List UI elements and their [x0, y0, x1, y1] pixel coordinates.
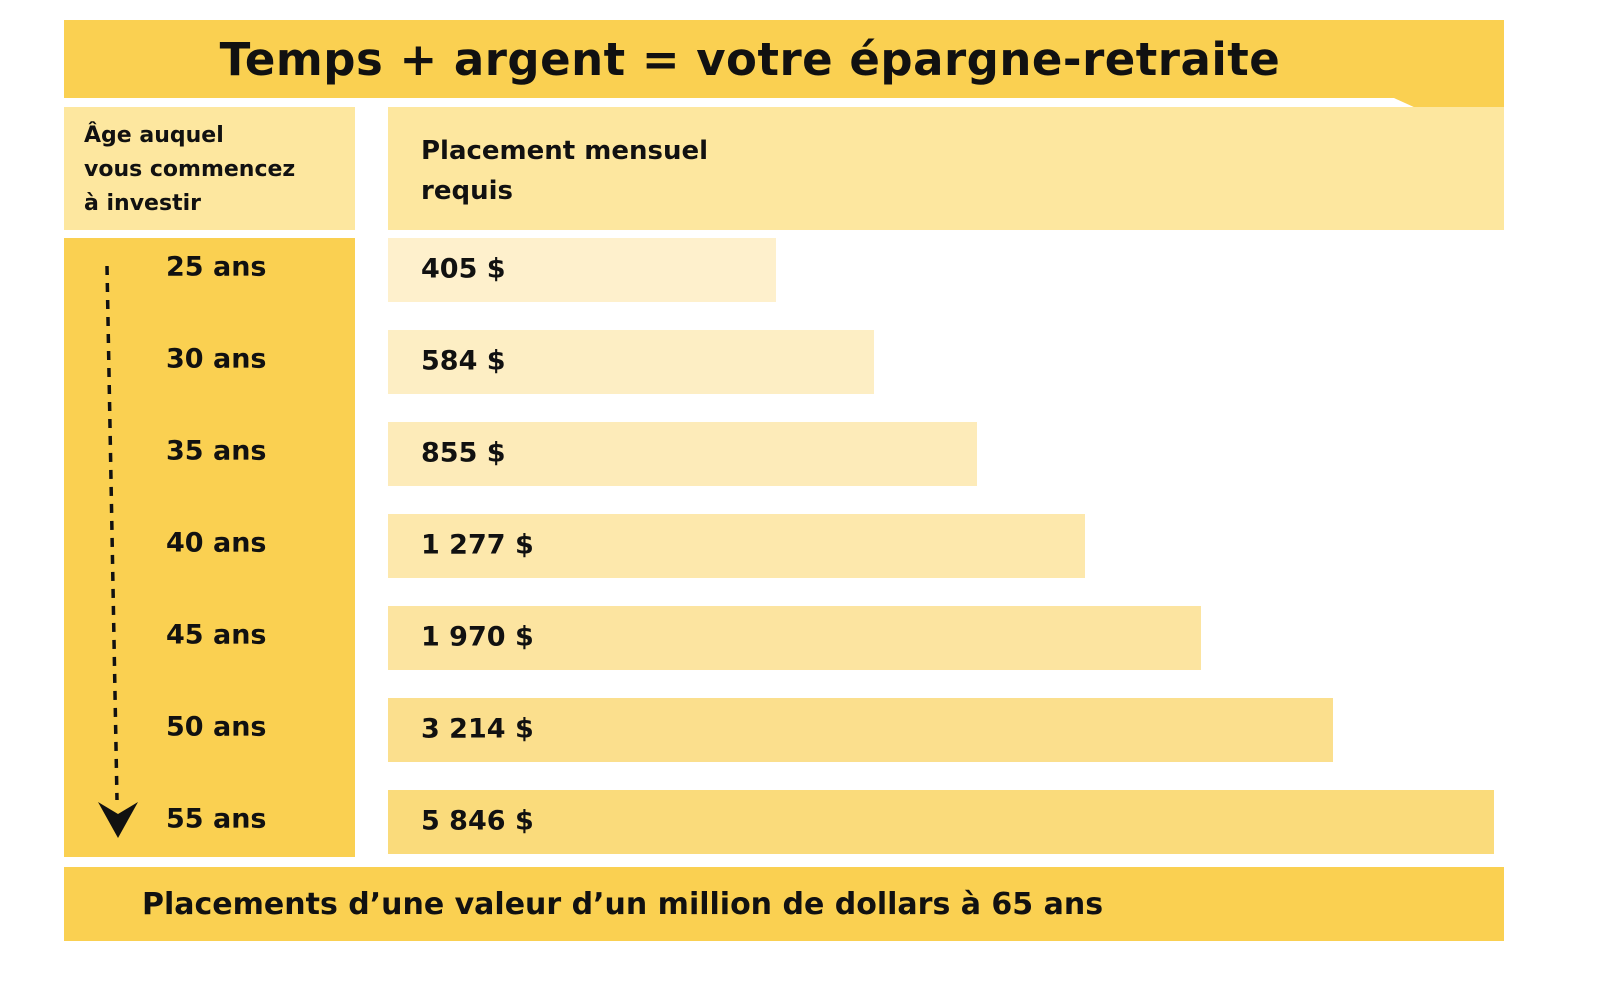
age-header-line: à investir [84, 191, 201, 216]
age-category-label: 35 ans [166, 435, 267, 467]
age-column-header: Âge auquel vous commencez à investir [64, 107, 355, 230]
age-category-label: 50 ans [166, 711, 267, 743]
bar [388, 514, 1085, 578]
bar [388, 238, 776, 302]
title-banner [64, 20, 1504, 98]
age-category-label: 25 ans [166, 251, 267, 283]
bar-value-label: 405 $ [421, 253, 506, 285]
chart-title: Temps + argent = votre épargne-retraite [219, 32, 1281, 86]
amount-header-line: requis [421, 176, 513, 206]
age-column [64, 238, 355, 857]
age-category-label: 45 ans [166, 619, 267, 651]
bar-value-label: 1 277 $ [421, 529, 534, 561]
age-category-label: 40 ans [166, 527, 267, 559]
bar-value-label: 1 970 $ [421, 621, 534, 653]
bar [388, 698, 1334, 762]
age-header-line: vous commencez [84, 157, 296, 182]
amount-header-line: Placement mensuel [421, 136, 709, 166]
bar-value-label: 3 214 $ [421, 713, 534, 745]
amount-column-header: Placement mensuel requis [388, 107, 1504, 230]
bar-value-label: 584 $ [421, 345, 506, 377]
chart-footer: Placements d’une valeur d’un million de … [64, 867, 1504, 941]
bar-value-label: 5 846 $ [421, 805, 534, 837]
bar [388, 330, 875, 394]
bar [388, 790, 1494, 854]
bar [388, 422, 977, 486]
age-category-label: 55 ans [166, 803, 267, 835]
bar [388, 606, 1202, 670]
age-category-label: 30 ans [166, 343, 267, 375]
bar-value-label: 855 $ [421, 437, 506, 469]
age-header-line: Âge auquel [84, 123, 224, 148]
down-arrow-icon [98, 265, 138, 838]
